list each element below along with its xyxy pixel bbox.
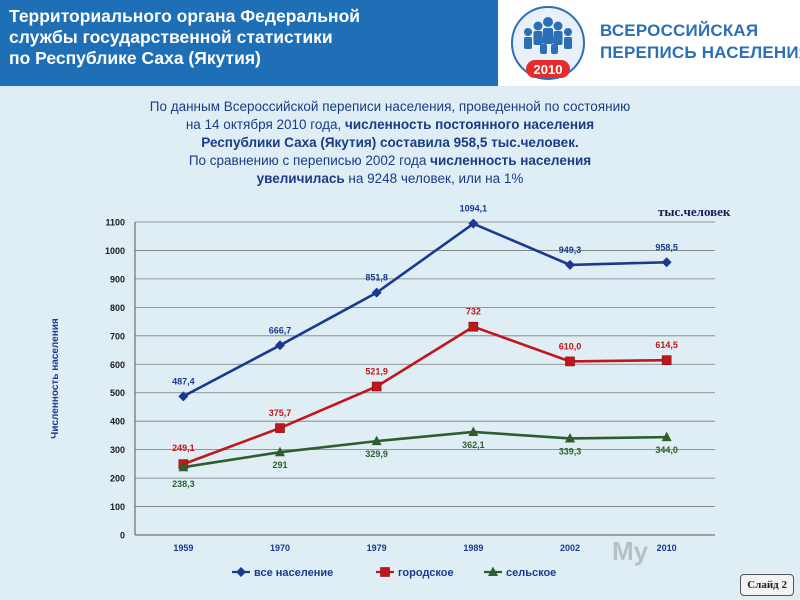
people-icon (524, 17, 572, 54)
legend-label: сельское (506, 567, 556, 579)
data-label: 238,3 (172, 479, 195, 489)
legend-marker (380, 567, 390, 577)
data-label: 375,7 (269, 408, 292, 418)
data-point (468, 218, 479, 229)
data-point (371, 435, 382, 446)
y-tick-label: 200 (110, 474, 125, 484)
data-point (565, 259, 575, 270)
census-title-line: ПЕРЕПИСЬ НАСЕЛЕНИЯ (600, 43, 800, 62)
data-point (275, 446, 285, 457)
intro-text-part: на 9248 человек, или на 1% (344, 171, 524, 186)
watermark: My (612, 536, 649, 566)
data-label: 344,0 (655, 445, 678, 455)
y-tick-label: 0 (120, 531, 125, 541)
data-point (468, 426, 479, 436)
data-point (661, 431, 672, 442)
x-tick-label: 1989 (463, 543, 483, 553)
series-line-0 (182, 222, 667, 398)
y-tick-label: 500 (110, 388, 125, 398)
census-logo-panel: 2010 (498, 0, 800, 86)
y-tick-label: 1100 (105, 218, 125, 228)
census-title-line: ВСЕРОССИЙСКАЯ (600, 21, 759, 40)
data-label: 614,5 (655, 340, 678, 350)
legend-label: все население (254, 567, 333, 579)
y-tick-label: 600 (110, 360, 125, 370)
header-banner: Территориального органа Федеральной служ… (0, 0, 498, 86)
data-point (371, 287, 382, 298)
data-point (565, 356, 575, 367)
data-label: 958,5 (655, 242, 678, 252)
data-point (565, 432, 575, 443)
year-badge (526, 60, 570, 78)
y-axis-title: Численность населения (50, 318, 61, 439)
x-tick-label: 1979 (367, 543, 387, 553)
header-title-line: службы государственной статистики (9, 27, 333, 47)
header-title-line: по Республике Саха (Якутия) (9, 48, 261, 68)
data-point (661, 355, 672, 365)
data-label: 1094,1 (460, 204, 488, 214)
legend-label: городское (398, 567, 454, 579)
legend-marker (236, 567, 246, 577)
data-label: 666,7 (269, 325, 292, 335)
y-tick-label: 1000 (105, 246, 125, 256)
data-point (178, 391, 189, 402)
x-tick-label: 1970 (270, 543, 290, 553)
y-tick-label: 700 (110, 331, 125, 341)
y-tick-label: 400 (110, 417, 125, 427)
data-label: 362,1 (462, 440, 485, 450)
slide-number-badge[interactable]: Слайд 2 (740, 574, 794, 596)
series-line-2 (183, 430, 667, 469)
intro-text: По данным Всероссийской переписи населен… (95, 98, 685, 188)
y-tick-label: 800 (110, 303, 125, 313)
intro-text-bold: численность населения (430, 153, 592, 168)
intro-text-bold: численность постоянного населения (345, 117, 595, 132)
series-line-1 (182, 325, 667, 466)
census-title: ВСЕРОССИЙСКАЯ ПЕРЕПИСЬ НАСЕЛЕНИЯ (600, 20, 800, 64)
intro-text-bold: увеличилась (256, 171, 345, 186)
data-point (275, 340, 285, 351)
data-label: 487,4 (172, 376, 195, 386)
data-point (178, 461, 189, 472)
data-label: 339,3 (559, 446, 582, 456)
header-title-line: Территориального органа Федеральной (9, 6, 361, 26)
intro-text-bold: Республики Саха (Якутия) составила 958,5… (201, 135, 579, 150)
data-point (468, 321, 479, 332)
data-point (275, 423, 285, 433)
intro-line: на 14 октября 2010 года, численность пос… (95, 116, 685, 134)
y-tick-label: 900 (110, 274, 125, 284)
data-point (371, 381, 382, 392)
intro-line: По сравнению с переписью 2002 года числе… (95, 152, 685, 170)
data-label: 329,9 (365, 449, 388, 459)
intro-line: Республики Саха (Якутия) составила 958,5… (95, 134, 685, 152)
intro-text-part: на 14 октября 2010 года, (185, 117, 346, 132)
data-label: 851,8 (365, 273, 388, 283)
data-point (661, 257, 672, 268)
x-tick-label: 2010 (657, 543, 677, 553)
year-badge-text: 2010 (534, 62, 563, 77)
census-logo: 2010 (511, 6, 585, 80)
data-label: 732 (466, 307, 481, 317)
intro-line: увеличилась на 9248 человек, или на 1% (95, 170, 685, 188)
data-label: 610,0 (559, 341, 582, 351)
data-label: 949,3 (559, 245, 582, 255)
unit-label: тыс.человек (658, 204, 731, 219)
data-label: 291 (272, 460, 287, 470)
x-tick-label: 2002 (560, 543, 580, 553)
data-label: 249,1 (172, 443, 195, 453)
x-tick-label: 1959 (173, 543, 193, 553)
intro-text-part: По сравнению с переписью 2002 года (188, 153, 431, 168)
y-tick-label: 100 (110, 502, 125, 512)
data-label: 521,9 (365, 366, 388, 376)
legend-marker (488, 566, 498, 576)
intro-line: По данным Всероссийской переписи населен… (149, 99, 631, 114)
y-tick-label: 300 (110, 445, 125, 455)
